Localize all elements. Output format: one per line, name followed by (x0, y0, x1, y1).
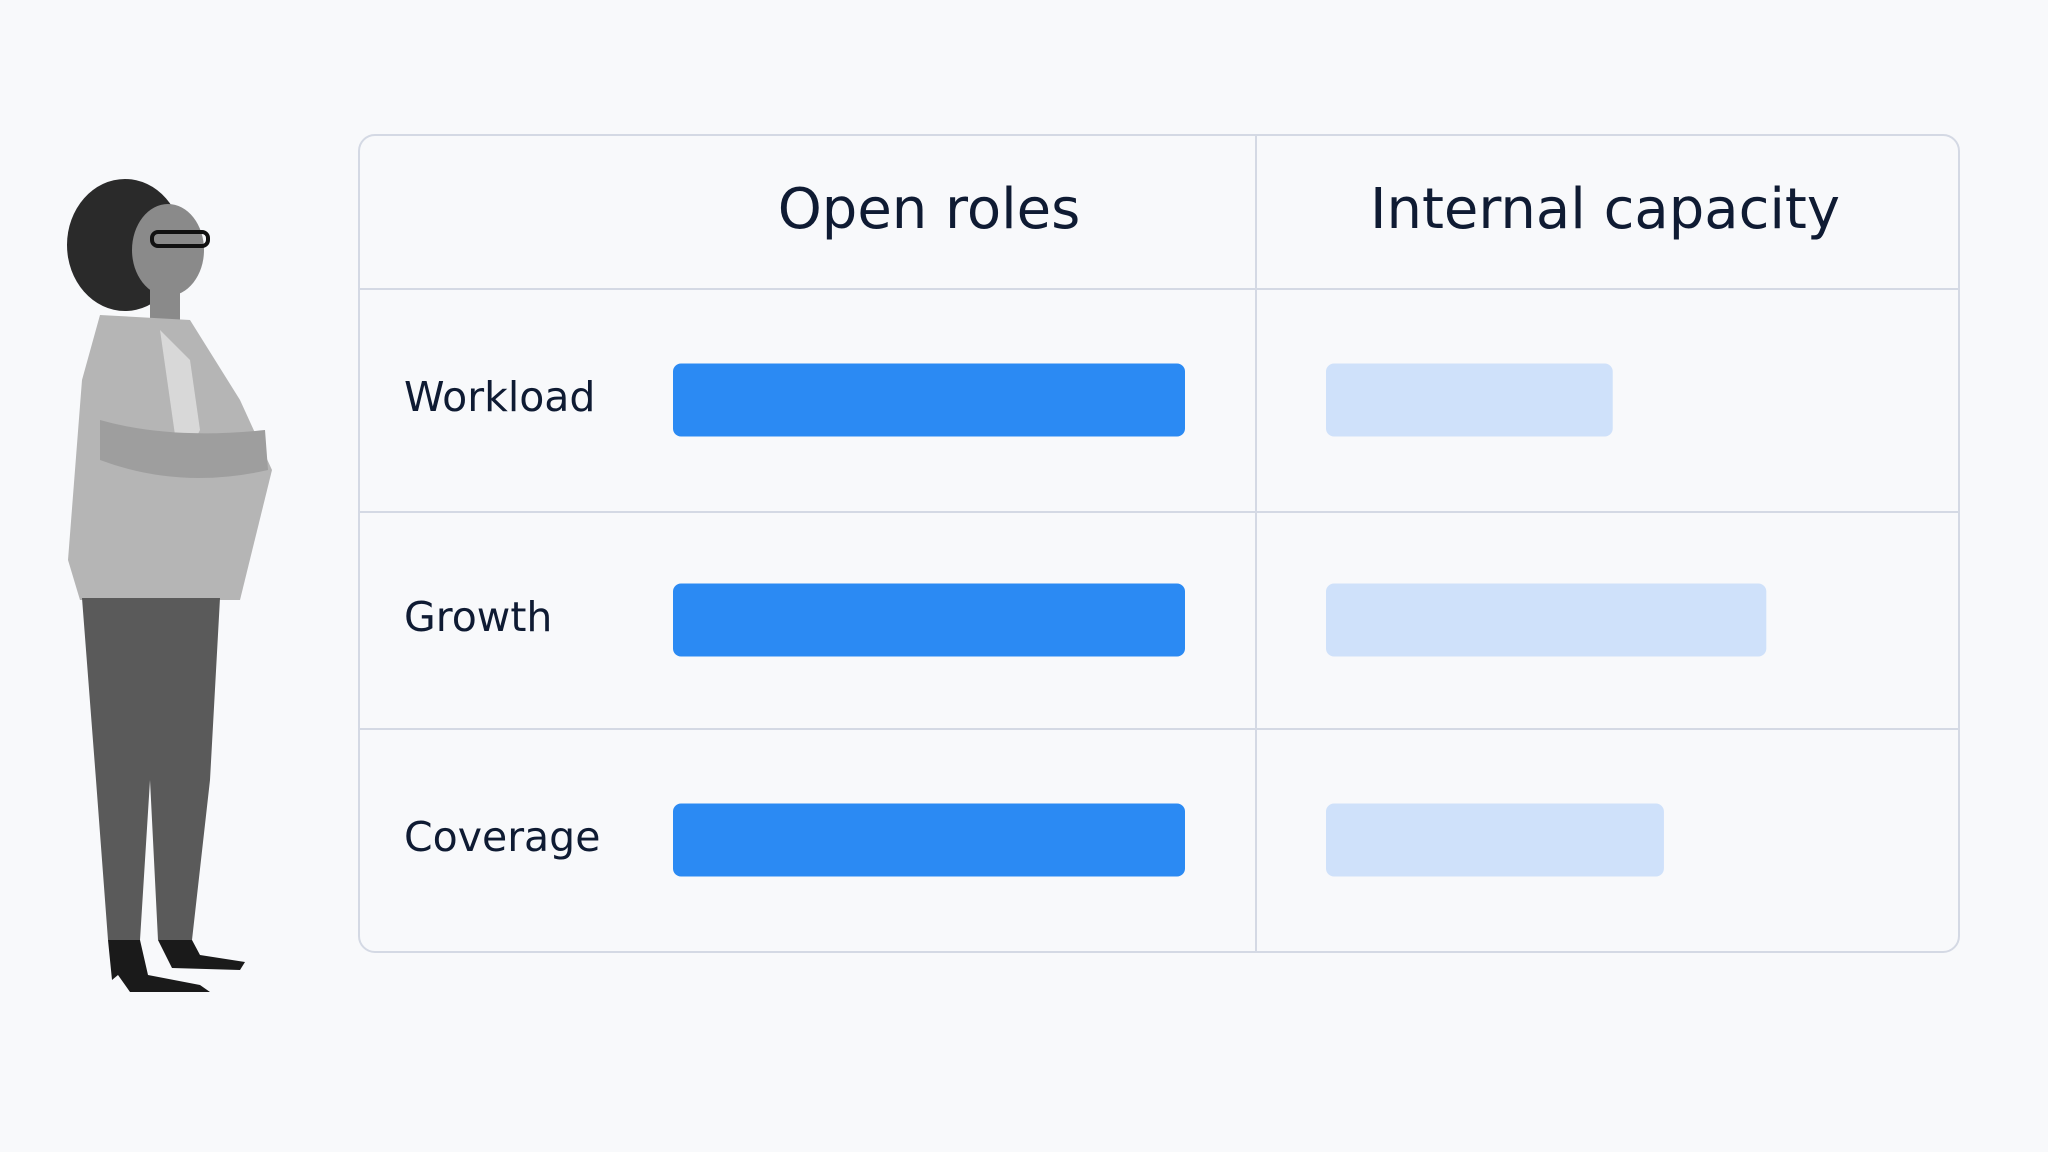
bar (673, 583, 1185, 657)
table-frame (358, 134, 1960, 953)
bar (1326, 803, 1664, 877)
person-illustration (67, 179, 272, 992)
column-header: Internal capacity (1370, 177, 1840, 242)
bar (1326, 583, 1767, 657)
bar (673, 363, 1185, 437)
row-label: Coverage (404, 813, 600, 861)
bar (673, 803, 1185, 877)
row-label: Growth (404, 593, 552, 641)
bar (1326, 363, 1613, 437)
column-header: Open roles (778, 177, 1081, 242)
row-label: Workload (404, 373, 595, 421)
